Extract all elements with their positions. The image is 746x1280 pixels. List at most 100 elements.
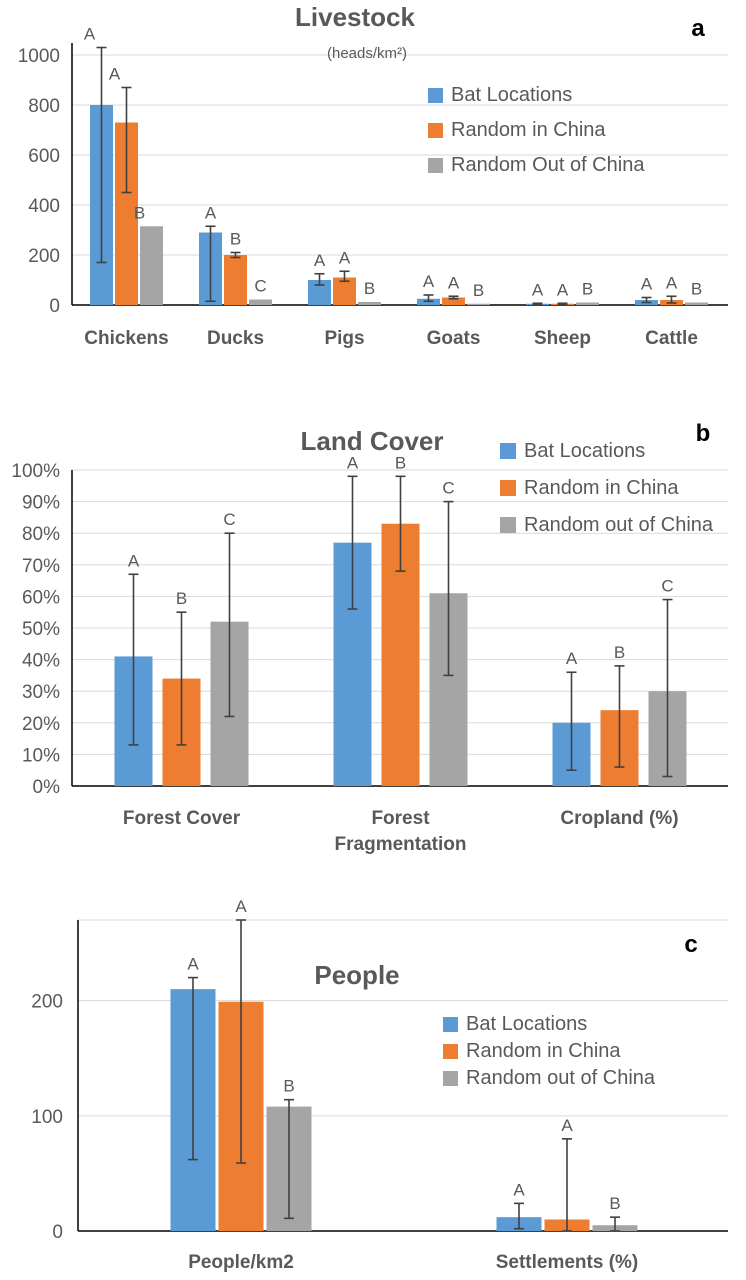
- category-label: People/km2: [188, 1252, 294, 1273]
- significance-letter: A: [84, 25, 96, 44]
- legend-label: Random out of China: [466, 1067, 656, 1089]
- y-tick-label: 60%: [22, 587, 60, 608]
- y-tick-label: 70%: [22, 556, 60, 577]
- significance-letter: A: [448, 273, 460, 292]
- y-tick-label: 50%: [22, 619, 60, 640]
- significance-letter: A: [187, 955, 199, 974]
- legend-label: Random Out of China: [451, 154, 645, 176]
- significance-letter: A: [666, 273, 678, 292]
- y-tick-label: 200: [28, 246, 60, 267]
- significance-letter: C: [254, 277, 266, 296]
- chart-title: Land Cover: [300, 426, 443, 456]
- y-tick-label: 800: [28, 96, 60, 117]
- category-label: Fragmentation: [335, 834, 467, 855]
- legend-label: Random out of China: [524, 514, 714, 536]
- significance-letter: C: [442, 479, 454, 498]
- category-label: Chickens: [84, 328, 168, 349]
- significance-letter: C: [223, 510, 235, 529]
- legend-swatch: [500, 480, 516, 496]
- y-tick-label: 1000: [18, 46, 60, 67]
- significance-letter: A: [347, 453, 359, 472]
- y-tick-label: 600: [28, 146, 60, 167]
- y-tick-label: 30%: [22, 682, 60, 703]
- bar: [224, 255, 247, 305]
- significance-letter: B: [395, 453, 406, 472]
- significance-letter: B: [609, 1194, 620, 1213]
- bar: [467, 303, 490, 305]
- legend-swatch: [428, 158, 443, 173]
- significance-letter: A: [557, 280, 569, 299]
- significance-letter: A: [423, 272, 435, 291]
- significance-letter: A: [566, 649, 578, 668]
- panel-label: b: [696, 420, 711, 447]
- category-label: Ducks: [207, 328, 264, 349]
- bar: [249, 299, 272, 305]
- significance-letter: A: [561, 1116, 573, 1135]
- significance-letter: B: [283, 1077, 294, 1096]
- legend-swatch: [443, 1017, 458, 1032]
- legend-label: Bat Locations: [466, 1013, 587, 1035]
- legend-swatch: [500, 517, 516, 533]
- category-label: Pigs: [324, 328, 364, 349]
- significance-letter: B: [230, 230, 241, 249]
- significance-letter: B: [134, 203, 145, 222]
- y-tick-label: 20%: [22, 714, 60, 735]
- chart-title: People: [314, 960, 399, 990]
- bar: [685, 302, 708, 305]
- y-tick-label: 80%: [22, 524, 60, 545]
- significance-letter: B: [473, 281, 484, 300]
- significance-letter: A: [641, 275, 653, 294]
- legend-swatch: [428, 123, 443, 138]
- legend-swatch: [500, 443, 516, 459]
- y-tick-label: 100%: [11, 461, 60, 482]
- significance-letter: A: [205, 203, 217, 222]
- significance-letter: A: [339, 248, 351, 267]
- significance-letter: B: [614, 643, 625, 662]
- category-label: Sheep: [534, 328, 591, 349]
- panel-b-land-cover: 0% 10% 20% 30% 40% 50% 60% 70% 80% 90% 100% A B C Fore…: [11, 420, 728, 855]
- panel-label: a: [691, 15, 705, 42]
- category-label: Goats: [427, 328, 481, 349]
- category-label: Cropland (%): [560, 808, 678, 829]
- category-label: Cattle: [645, 328, 698, 349]
- y-tick-label: 100: [31, 1107, 63, 1128]
- significance-letter: A: [513, 1180, 525, 1199]
- significance-letter: B: [691, 280, 702, 299]
- bar: [442, 297, 465, 305]
- significance-letter: B: [176, 589, 187, 608]
- category-label: Forest: [371, 808, 430, 829]
- significance-letter: A: [235, 897, 247, 916]
- legend-swatch: [428, 88, 443, 103]
- y-tick-label: 0: [52, 1222, 63, 1243]
- y-tick-label: 90%: [22, 493, 60, 514]
- legend-label: Bat Locations: [451, 84, 572, 106]
- bar: [140, 226, 163, 305]
- chart-title: Livestock: [295, 2, 415, 32]
- legend-label: Random in China: [451, 119, 606, 141]
- significance-letter: A: [314, 251, 326, 270]
- significance-letter: A: [109, 65, 121, 84]
- category-label: Settlements (%): [496, 1252, 639, 1273]
- y-tick-label: 40%: [22, 651, 60, 672]
- y-tick-label: 0%: [33, 777, 61, 798]
- legend-label: Random in China: [466, 1040, 621, 1062]
- legend-swatch: [443, 1071, 458, 1086]
- significance-letter: B: [364, 279, 375, 298]
- significance-letter: B: [582, 280, 593, 299]
- panel-c-people: 0 100 200 A A B People/km2 A A B Settlements (%) Pe…: [31, 897, 728, 1273]
- category-label: Forest Cover: [123, 808, 241, 829]
- legend-swatch: [443, 1044, 458, 1059]
- legend-label: Random in China: [524, 477, 679, 499]
- bar: [308, 280, 331, 305]
- bar: [115, 122, 138, 305]
- significance-letter: A: [532, 280, 544, 299]
- bar: [358, 302, 381, 305]
- legend-label: Bat Locations: [524, 440, 645, 462]
- chart-subtitle: (heads/km²): [327, 45, 407, 62]
- y-tick-label: 200: [31, 992, 63, 1013]
- y-tick-label: 0: [49, 296, 60, 317]
- significance-letter: A: [128, 551, 140, 570]
- bar: [576, 302, 599, 305]
